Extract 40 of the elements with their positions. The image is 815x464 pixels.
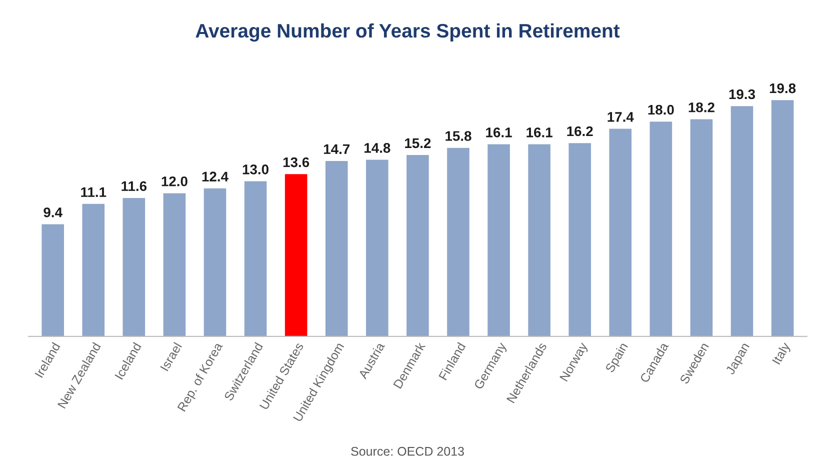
bar <box>82 204 105 336</box>
data-label: 18.0 <box>648 104 674 115</box>
bar <box>366 160 388 336</box>
bar <box>650 122 672 336</box>
bar <box>42 224 64 336</box>
bar <box>528 144 550 336</box>
bar <box>284 174 308 336</box>
data-label: 19.3 <box>729 89 756 100</box>
data-label: 16.1 <box>486 128 512 138</box>
bar <box>488 144 510 336</box>
data-label: 15.2 <box>405 138 431 148</box>
bar <box>325 160 348 336</box>
data-label: 13.0 <box>242 164 268 174</box>
bar <box>447 148 470 336</box>
bar <box>122 198 146 336</box>
data-label: 13.6 <box>283 157 310 168</box>
bar <box>204 188 226 336</box>
data-label: 18.2 <box>688 102 714 112</box>
bar <box>730 106 754 336</box>
data-label: 17.4 <box>608 112 634 122</box>
data-label: 12.0 <box>162 176 188 186</box>
bar <box>406 155 429 336</box>
data-label: 12.4 <box>202 172 228 182</box>
bar <box>163 193 186 336</box>
data-label: 14.7 <box>324 144 350 154</box>
data-label: 11.6 <box>122 181 147 192</box>
data-label: 9.4 <box>44 207 62 218</box>
data-label: 14.8 <box>364 143 390 153</box>
data-label: 15.8 <box>446 131 472 141</box>
data-label: 19.8 <box>770 83 796 94</box>
chart-title: Average Number of Years Spent in Retirement <box>196 23 620 42</box>
bar <box>568 143 591 336</box>
data-label: 16.1 <box>526 128 552 138</box>
source-note: Source: OECD 2013 <box>351 446 464 456</box>
data-label: 11.1 <box>81 187 106 197</box>
bar <box>609 128 632 336</box>
bar <box>771 100 794 336</box>
bar <box>244 181 267 336</box>
bar <box>690 119 713 336</box>
data-label: 16.2 <box>567 126 593 136</box>
